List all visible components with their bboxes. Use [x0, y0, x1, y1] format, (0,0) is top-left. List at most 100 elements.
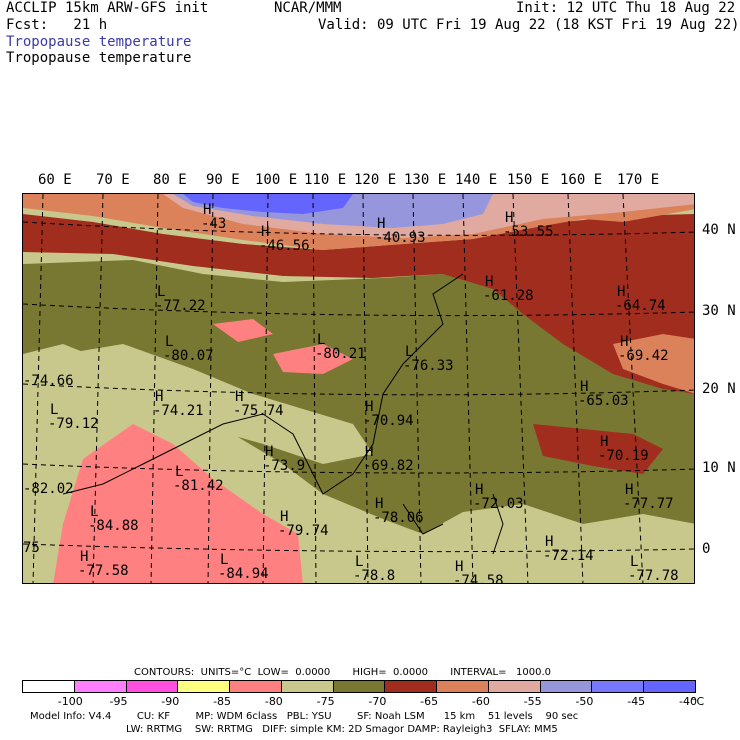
- map-label-value: -74.21: [153, 403, 204, 419]
- field-title-2: Tropopause temperature: [6, 50, 192, 66]
- map-label-hl: H: [625, 482, 634, 498]
- colorbar-swatch: [73, 680, 127, 693]
- map-label-value: -69.42: [618, 348, 669, 364]
- lon-label: 110 E: [304, 172, 347, 188]
- colorbar-swatch: [643, 680, 696, 693]
- map-label-value: -82.02: [23, 481, 74, 497]
- lat-label: 0: [702, 541, 711, 557]
- map-label-hl: H: [80, 549, 89, 565]
- map-label-value: -72.03: [473, 496, 524, 512]
- map-label-hl: H: [235, 389, 244, 405]
- map-label-hl: L: [405, 344, 414, 360]
- colorbar-swatch: [22, 680, 75, 693]
- field-darkred: [23, 214, 694, 394]
- colorbar-swatch: [280, 680, 334, 693]
- map-label-value: -77.58: [78, 563, 129, 579]
- header-right-1: Init: 12 UTC Thu 18 Aug 22: [516, 0, 736, 16]
- lat-label: 40 N: [702, 222, 736, 238]
- colorbar-tick: -60: [471, 695, 490, 708]
- map-label-hl: H: [365, 399, 374, 415]
- colorbar-tick: -85: [213, 695, 232, 708]
- colorbar-tick: -80: [264, 695, 283, 708]
- lat-label: 10 N: [702, 460, 736, 476]
- map-label-value: -43: [201, 216, 227, 232]
- map-label-value: -81.42: [173, 478, 224, 494]
- colorbar-tick: -55: [523, 695, 542, 708]
- map-label-value: -40.93: [375, 230, 426, 246]
- map-label-hl: L: [157, 284, 166, 300]
- map-label-hl: L: [220, 552, 229, 568]
- header-left-1: ACCLIP 15km ARW-GFS init: [6, 0, 209, 16]
- field-olive: [23, 260, 694, 534]
- colorbar-tick: -90: [161, 695, 180, 708]
- lon-label: 90 E: [206, 172, 240, 188]
- map-label-value: -75.74: [233, 403, 284, 419]
- map-label-hl: H: [375, 496, 384, 512]
- colorbar-swatch: [229, 680, 282, 693]
- map-label-hl: H: [280, 509, 289, 525]
- map-label-hl: H: [600, 434, 609, 450]
- map-label-value: -73.9: [263, 458, 306, 474]
- colorbar-tick: -65: [420, 695, 439, 708]
- lon-label: 60 E: [38, 172, 72, 188]
- header-left-2: Fcst: 21 h: [6, 17, 108, 33]
- lon-label: 170 E: [617, 172, 660, 188]
- colorbar-tick: -95: [109, 695, 128, 708]
- colorbar-swatch: [436, 680, 489, 693]
- lon-label: 100 E: [255, 172, 298, 188]
- map-label-value: -84.88: [88, 518, 139, 534]
- map-label-hl: L: [165, 334, 174, 350]
- lon-label: 70 E: [96, 172, 130, 188]
- field-tan-inner: [63, 344, 373, 464]
- colorbar-tick: -50: [575, 695, 594, 708]
- map-label-hl: H: [203, 202, 212, 218]
- map-label-hl: H: [617, 284, 626, 300]
- map-label-hl: L: [50, 402, 59, 418]
- map-label-hl: H: [505, 210, 514, 226]
- field-salmon-patch: [273, 344, 353, 374]
- header-center: NCAR/MMM: [274, 0, 342, 16]
- map-label-value: -70.94: [363, 413, 414, 429]
- field-salmon-patch2: [213, 319, 273, 342]
- colorbar-tick: -100: [57, 695, 83, 708]
- field-salmon: [53, 424, 303, 583]
- colorbar-tick: -75: [316, 695, 335, 708]
- map-label-hl: H: [265, 444, 274, 460]
- map-label-value: -77.77: [623, 496, 674, 512]
- map-label-hl: H: [485, 274, 494, 290]
- lon-label: 80 E: [153, 172, 187, 188]
- colorbar-tick: -45: [627, 695, 646, 708]
- colorbar-swatch: [487, 680, 541, 693]
- map-label-value: -46.56: [259, 238, 310, 254]
- map-label-value: -79.12: [48, 416, 99, 432]
- colorbar-swatch: [177, 680, 231, 693]
- map-label-value: -72.14: [543, 548, 594, 564]
- map-label-value: -65.03: [578, 393, 629, 409]
- map-label-value: -74.66: [23, 373, 74, 389]
- map-panel[interactable]: H -43 H -46.56 H -40.93 H -53.55 L -77.22 L -80.07 L…: [22, 193, 695, 584]
- coastline: [62, 273, 504, 555]
- map-label-value: -61.28: [483, 288, 534, 304]
- lon-label: 160 E: [560, 172, 603, 188]
- colorbar-tick: -70: [368, 695, 387, 708]
- lon-label: 120 E: [354, 172, 397, 188]
- map-label-value: -80.07: [163, 348, 214, 364]
- map-label-value: -78.06: [373, 510, 424, 526]
- map-label-value: -69.82: [363, 458, 414, 474]
- map-label-hl: H: [475, 482, 484, 498]
- map-label-value: -74.58: [453, 573, 504, 584]
- colorbar-swatch: [591, 680, 645, 693]
- map-label-value: -77.78: [628, 568, 679, 584]
- colorbar-tick: -40: [679, 695, 697, 708]
- map-label-value: -76.33: [403, 358, 454, 374]
- map-label-value: 75: [23, 540, 40, 556]
- map-label-hl: H: [155, 389, 164, 405]
- map-label-hl: H: [620, 334, 629, 350]
- map-label-hl: H: [580, 379, 589, 395]
- field-orange-east: [613, 334, 694, 394]
- contours-line: CONTOURS: UNITS=°C LOW= 0.0000 HIGH= 0.0…: [134, 667, 552, 678]
- map-label-value: -64.74: [615, 298, 666, 314]
- graticule-lat: [23, 221, 694, 553]
- map-label-value: -79.74: [278, 523, 329, 539]
- colorbar-swatch: [125, 680, 179, 693]
